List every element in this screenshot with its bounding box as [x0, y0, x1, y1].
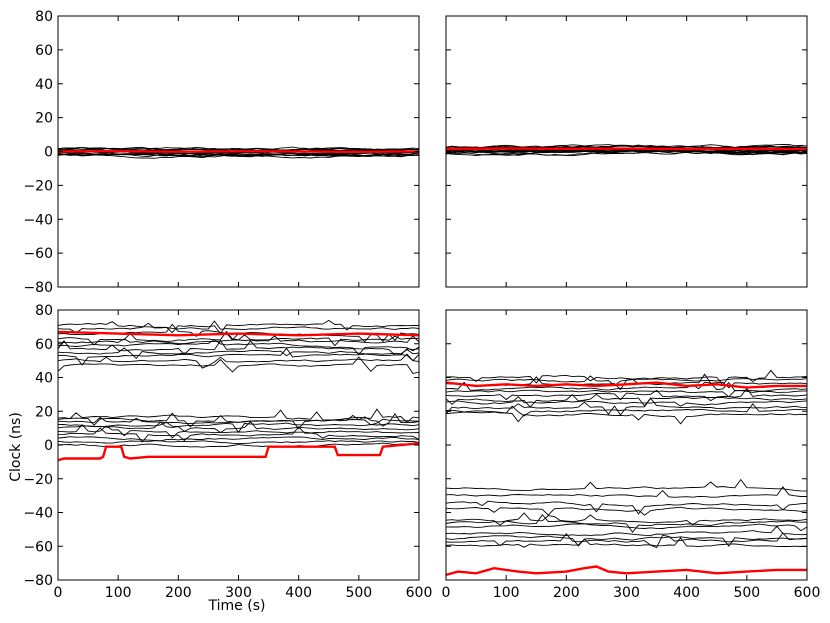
x-tick-label: 200: [165, 585, 192, 601]
y-tick-label: −80: [23, 573, 53, 589]
trace-line: [446, 151, 807, 156]
trace-line: [446, 381, 807, 392]
highlight-line: [446, 147, 807, 151]
highlight-line: [58, 442, 419, 462]
x-tick-label: 200: [553, 585, 580, 601]
trace-line: [58, 340, 419, 356]
x-tick-label: 100: [493, 585, 520, 601]
trace-line: [446, 486, 807, 498]
trace-line: [446, 523, 807, 532]
x-tick-label: 300: [613, 585, 640, 601]
plot-area: [58, 319, 419, 462]
trace-line: [58, 356, 419, 375]
y-tick-label: 0: [44, 438, 53, 454]
trace-line: [58, 146, 419, 151]
trace-line: [446, 537, 807, 548]
plot-area: [58, 146, 419, 159]
y-tick-label: −20: [23, 472, 53, 488]
trace-line: [58, 347, 419, 359]
y-tick-label: 80: [35, 303, 53, 319]
trace-line: [58, 440, 419, 445]
trace-line: [446, 506, 807, 516]
y-tick-label: 20: [35, 404, 53, 420]
highlight-line: [58, 149, 419, 154]
trace-line: [58, 408, 419, 424]
y-tick-label: 0: [44, 145, 53, 161]
x-axis-label: Time (s): [208, 598, 266, 614]
x-tick-label: 600: [406, 585, 433, 601]
trace-line: [446, 393, 807, 408]
trace-line: [58, 424, 419, 439]
y-tick-label: 40: [35, 371, 53, 387]
trace-line: [446, 369, 807, 386]
trace-line: [446, 532, 807, 549]
y-tick-label: 60: [35, 43, 53, 59]
x-tick-label: 400: [285, 585, 312, 601]
trace-line: [58, 152, 419, 159]
y-tick-label: 40: [35, 77, 53, 93]
trace-line: [58, 319, 419, 335]
x-tick-label: 100: [105, 585, 132, 601]
trace-line: [58, 152, 419, 157]
panel-bottom-right: 0 100 200 300 400 500 600: [442, 309, 821, 601]
y-tick-label: −40: [23, 506, 53, 522]
y-tick-label: 60: [35, 337, 53, 353]
highlight-line: [58, 330, 419, 337]
y-tick-label: −60: [23, 539, 53, 555]
trace-line: [58, 421, 419, 434]
x-tick-label: 500: [733, 585, 760, 601]
x-tick-label: 400: [673, 585, 700, 601]
y-tick-label: −80: [23, 280, 53, 296]
trace-line: [446, 525, 807, 536]
trace-line: [446, 512, 807, 526]
trace-line: [446, 389, 807, 398]
y-tick-label: 80: [35, 9, 53, 25]
trace-line: [58, 436, 419, 442]
y-axis-label: Clock (ns): [8, 412, 24, 482]
trace-line: [58, 413, 419, 430]
y-tick-label: −40: [23, 212, 53, 228]
plot-area: [446, 143, 807, 157]
y-tick-label: −60: [23, 246, 53, 262]
highlight-line: [446, 565, 807, 577]
trace-line: [58, 426, 419, 443]
trace-line: [446, 535, 807, 547]
x-tick-label: 600: [794, 585, 821, 601]
trace-line: [446, 149, 807, 154]
trace-line: [446, 397, 807, 416]
trace-line: [58, 412, 419, 428]
x-tick-label: 500: [345, 585, 372, 601]
trace-line: [446, 411, 807, 425]
x-tick-label: 0: [54, 585, 63, 601]
panel-top-right: [445, 15, 808, 288]
x-tick-label: 300: [225, 585, 252, 601]
plot-area: [446, 369, 807, 577]
trace-line: [446, 396, 807, 407]
trace-line: [58, 347, 419, 366]
trace-line: [58, 320, 419, 334]
trace-line: [446, 513, 807, 533]
trace-line: [446, 144, 807, 150]
y-tick-label: −20: [23, 178, 53, 194]
y-tick-label: 20: [35, 111, 53, 127]
trace-line: [58, 353, 419, 369]
trace-line: [446, 403, 807, 417]
trace-line: [446, 500, 807, 515]
highlight-line: [446, 381, 807, 389]
trace-line: [58, 421, 419, 434]
panel-top-left: 80 60 40 20 0 −20 −40 −60 −80: [23, 9, 420, 296]
x-tick-label: 0: [442, 585, 451, 601]
trace-line: [446, 478, 807, 492]
trace-line: [58, 335, 419, 345]
trace-line: [58, 146, 419, 152]
